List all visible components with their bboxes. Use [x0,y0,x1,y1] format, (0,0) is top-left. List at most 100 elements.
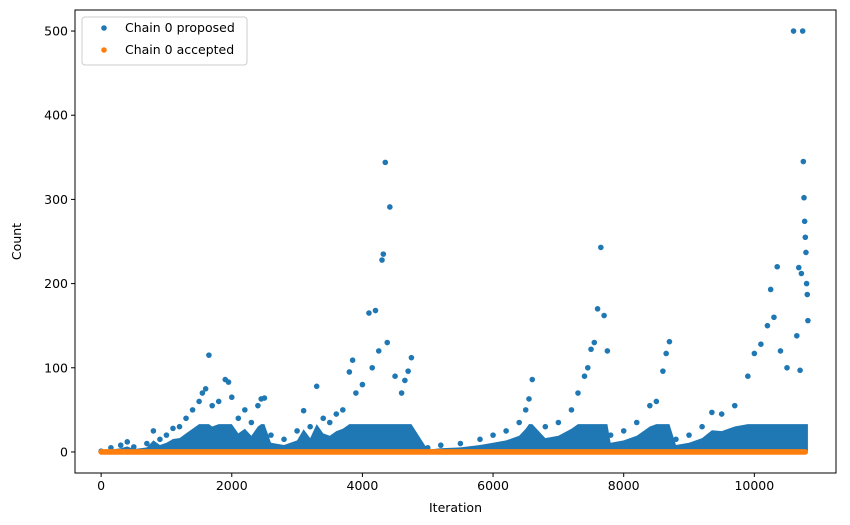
proposed-point [392,373,398,379]
proposed-point [294,428,300,434]
proposed-point [382,159,389,166]
proposed-point [209,402,215,409]
proposed-point [798,270,805,277]
x-tick-label: 2000 [216,478,248,493]
y-tick-label: 200 [44,276,68,291]
proposed-point [673,436,679,443]
y-axis-label: Count [9,223,24,260]
proposed-point [598,244,604,251]
proposed-point [176,423,183,430]
proposed-point [620,428,627,434]
proposed-point [804,291,811,298]
proposed-point [758,341,764,348]
proposed-point [206,352,212,358]
proposed-point [196,398,202,405]
data-points [98,28,811,454]
proposed-point [405,368,411,374]
proposed-point [255,402,261,409]
legend-label-proposed: Chain 0 proposed [125,20,235,35]
proposed-point [799,28,806,34]
proposed-point [516,419,522,426]
proposed-point [805,317,811,324]
proposed-point [248,419,255,426]
proposed-point [215,398,222,405]
proposed-point [124,439,131,445]
proposed-point [353,390,359,396]
proposed-point [183,415,189,422]
legend: Chain 0 proposed Chain 0 accepted [81,16,248,66]
y-tick-label: 500 [44,24,68,39]
proposed-point [202,386,209,392]
proposed-point [633,419,640,426]
proposed-point [346,369,353,375]
proposed-point [584,364,591,371]
proposed-point [457,440,464,447]
proposed-point [588,346,594,353]
proposed-point [424,444,431,451]
proposed-point [663,350,669,357]
proposed-point [366,310,372,316]
proposed-point [801,218,808,225]
proposed-density-area [101,424,808,452]
proposed-point [718,411,725,417]
proposed-point [522,407,529,413]
proposed-point [709,409,715,416]
proposed-point [686,432,692,438]
proposed-point [398,390,405,396]
proposed-point [408,354,415,361]
proposed-point [604,348,611,354]
proposed-point [379,257,385,263]
proposed-point [575,390,581,396]
proposed-point [117,442,124,449]
proposed-point [340,407,346,413]
proposed-point [771,314,777,321]
proposed-point [320,415,327,422]
proposed-point [653,398,660,405]
proposed-point [568,407,575,413]
proposed-point [529,376,536,383]
proposed-point [790,28,797,34]
proposed-point [359,381,366,388]
proposed-point [542,423,549,430]
proposed-point [349,357,356,363]
proposed-point [477,436,483,443]
x-axis-label: Iteration [429,500,482,515]
proposed-point [235,415,242,422]
x-tick-label: 8000 [608,478,640,493]
y-tick-label: 0 [60,444,68,459]
proposed-point [228,394,235,401]
proposed-point [666,338,673,345]
proposed-point [601,312,607,319]
proposed-point [199,390,206,396]
proposed-point [731,402,738,409]
proposed-point [307,423,313,430]
x-tick-label: 6000 [477,478,509,493]
proposed-point [800,158,807,165]
proposed-point [108,444,114,451]
proposed-point [242,407,248,413]
proposed-point [225,379,232,385]
legend-label-accepted: Chain 0 accepted [125,42,234,57]
proposed-point [281,436,287,443]
proposed-point [150,428,157,434]
proposed-point [802,234,809,241]
proposed-point [795,264,802,271]
proposed-point [660,368,666,374]
y-tick-label: 400 [44,108,68,123]
proposed-point [369,364,376,371]
proposed-point [801,194,807,201]
proposed-point [189,407,196,413]
proposed-point [503,428,509,434]
proposed-point [607,432,614,438]
proposed-point [130,444,137,450]
proposed-point [261,395,268,401]
plot-frame [74,9,837,474]
proposed-point [647,402,653,409]
proposed-point [384,339,391,346]
proposed-point [777,348,784,354]
proposed-point [333,411,340,417]
proposed-point [144,440,150,447]
proposed-point [526,396,532,402]
x-tick-label: 10000 [734,478,774,493]
